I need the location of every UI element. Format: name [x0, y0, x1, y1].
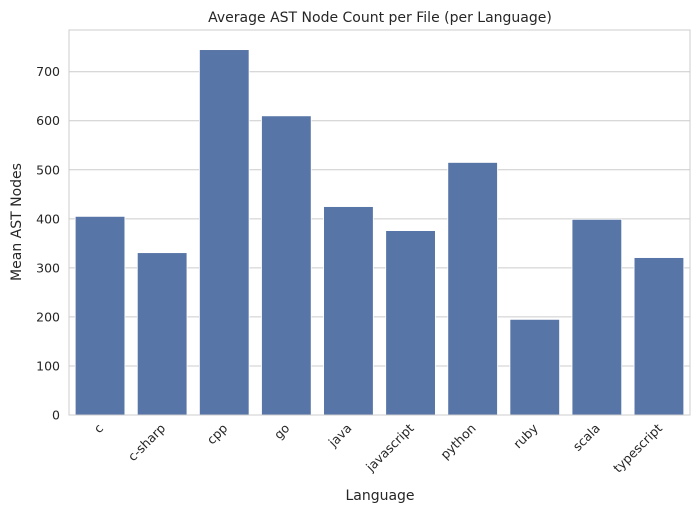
x-tick-label: java	[325, 421, 355, 451]
bar-typescript	[633, 257, 685, 416]
bar-c	[74, 215, 126, 416]
y-axis-label: Mean AST Nodes	[9, 163, 25, 281]
bar-cpp	[199, 49, 250, 416]
y-tick-labels: 0 100 200 300 400 500 600 700	[36, 64, 60, 422]
y-tick-label: 500	[36, 162, 60, 177]
x-tick-labels: c c-sharp cpp go java javascript python ruby sca…	[91, 420, 665, 475]
bar-python	[447, 162, 498, 416]
chart-title: Average AST Node Count per File (per Lan…	[208, 10, 552, 26]
bar-javascript	[385, 230, 436, 416]
y-tick-label: 0	[52, 408, 60, 423]
x-axis-label: Language	[345, 488, 414, 504]
x-tick-label: c	[91, 420, 107, 436]
y-tick-label: 600	[36, 113, 60, 128]
bar-c-sharp	[136, 252, 188, 416]
y-tick-label: 300	[36, 260, 60, 275]
x-tick-label: python	[437, 421, 479, 463]
bar-layer	[74, 49, 685, 416]
bar-go	[261, 115, 312, 416]
bar-java	[323, 206, 374, 416]
plot-frame	[68, 29, 691, 416]
y-tick-label: 400	[36, 211, 60, 226]
x-tick-label: go	[271, 421, 293, 443]
bar-scala	[571, 218, 623, 416]
y-tick-label: 100	[36, 358, 60, 373]
x-tick-label: c-sharp	[125, 420, 169, 464]
bar-ruby	[509, 318, 560, 416]
y-tick-label: 700	[36, 64, 60, 79]
x-tick-label: cpp	[204, 420, 231, 447]
x-tick-label: scala	[570, 421, 603, 454]
x-tick-label: ruby	[510, 420, 541, 451]
x-tick-label: typescript	[610, 420, 665, 475]
y-tick-label: 200	[36, 309, 60, 324]
x-tick-label: javascript	[362, 420, 417, 475]
